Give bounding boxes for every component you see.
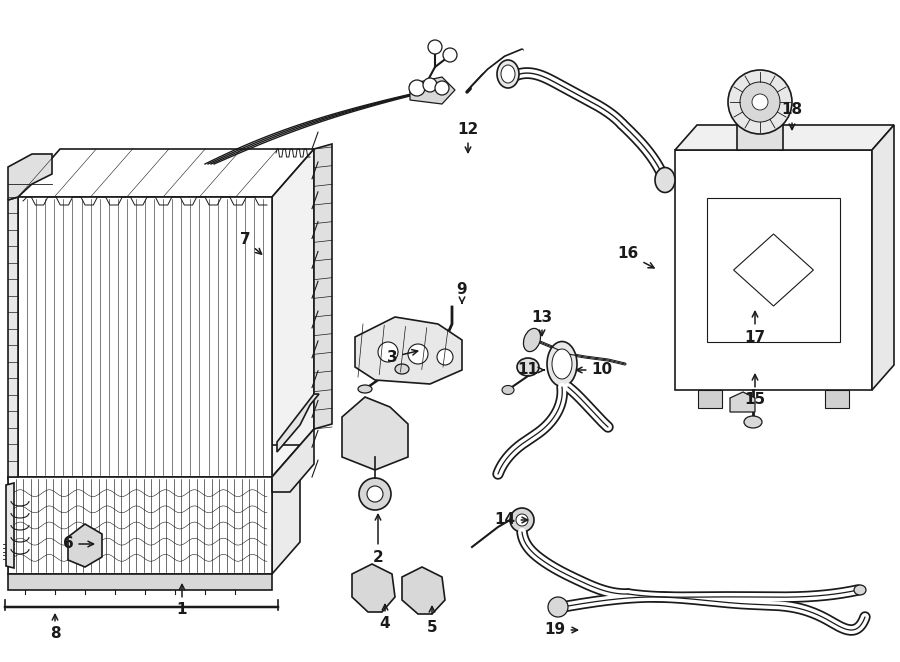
Circle shape bbox=[423, 78, 437, 92]
Polygon shape bbox=[272, 149, 314, 477]
Circle shape bbox=[740, 82, 780, 122]
Polygon shape bbox=[402, 567, 445, 614]
Ellipse shape bbox=[502, 385, 514, 395]
Ellipse shape bbox=[854, 585, 866, 595]
Ellipse shape bbox=[547, 342, 577, 387]
Polygon shape bbox=[730, 392, 755, 412]
Polygon shape bbox=[8, 197, 18, 480]
Polygon shape bbox=[355, 317, 462, 384]
Polygon shape bbox=[410, 77, 455, 104]
Polygon shape bbox=[272, 445, 300, 574]
Text: 2: 2 bbox=[373, 514, 383, 565]
Polygon shape bbox=[18, 197, 272, 477]
Ellipse shape bbox=[358, 385, 372, 393]
Ellipse shape bbox=[501, 65, 515, 83]
Polygon shape bbox=[872, 125, 894, 390]
Text: 13: 13 bbox=[531, 310, 553, 336]
Polygon shape bbox=[8, 154, 52, 200]
Polygon shape bbox=[737, 125, 783, 150]
Polygon shape bbox=[352, 564, 395, 612]
Circle shape bbox=[437, 349, 453, 365]
Polygon shape bbox=[68, 524, 102, 567]
Polygon shape bbox=[277, 394, 319, 452]
Polygon shape bbox=[18, 149, 314, 197]
Text: 16: 16 bbox=[617, 246, 654, 268]
Text: 7: 7 bbox=[239, 232, 262, 254]
Text: 9: 9 bbox=[456, 283, 467, 303]
Ellipse shape bbox=[497, 60, 519, 88]
Text: 10: 10 bbox=[577, 363, 613, 377]
Polygon shape bbox=[8, 574, 272, 590]
Text: 12: 12 bbox=[457, 122, 479, 152]
Text: 18: 18 bbox=[781, 103, 803, 130]
Ellipse shape bbox=[395, 364, 409, 374]
Polygon shape bbox=[8, 445, 300, 477]
Circle shape bbox=[378, 342, 398, 362]
Text: 6: 6 bbox=[63, 536, 94, 551]
Text: 4: 4 bbox=[380, 604, 391, 632]
Circle shape bbox=[510, 508, 534, 532]
Polygon shape bbox=[342, 397, 408, 470]
Text: 11: 11 bbox=[518, 363, 544, 377]
Polygon shape bbox=[8, 477, 272, 574]
Text: 15: 15 bbox=[744, 375, 766, 408]
Circle shape bbox=[443, 48, 457, 62]
Circle shape bbox=[548, 597, 568, 617]
Text: 14: 14 bbox=[494, 512, 527, 528]
Polygon shape bbox=[314, 144, 332, 429]
Ellipse shape bbox=[744, 416, 762, 428]
Polygon shape bbox=[698, 390, 722, 408]
Ellipse shape bbox=[552, 349, 572, 379]
Circle shape bbox=[367, 486, 383, 502]
Polygon shape bbox=[734, 234, 814, 306]
Circle shape bbox=[516, 514, 528, 526]
Text: 1: 1 bbox=[176, 585, 187, 618]
Text: 3: 3 bbox=[387, 350, 418, 365]
Circle shape bbox=[428, 40, 442, 54]
Circle shape bbox=[359, 478, 391, 510]
Text: 8: 8 bbox=[50, 614, 60, 641]
Circle shape bbox=[752, 94, 768, 110]
Circle shape bbox=[728, 70, 792, 134]
Text: 5: 5 bbox=[427, 606, 437, 634]
Circle shape bbox=[409, 80, 425, 96]
Ellipse shape bbox=[524, 328, 541, 352]
Ellipse shape bbox=[517, 358, 539, 376]
Polygon shape bbox=[825, 390, 849, 408]
Text: 17: 17 bbox=[744, 312, 766, 344]
Polygon shape bbox=[675, 125, 894, 150]
Polygon shape bbox=[272, 429, 314, 492]
Polygon shape bbox=[6, 483, 14, 568]
Polygon shape bbox=[675, 150, 872, 390]
Text: 19: 19 bbox=[544, 622, 578, 638]
Polygon shape bbox=[707, 198, 840, 342]
Circle shape bbox=[408, 344, 428, 364]
Circle shape bbox=[435, 81, 449, 95]
Ellipse shape bbox=[655, 167, 675, 193]
